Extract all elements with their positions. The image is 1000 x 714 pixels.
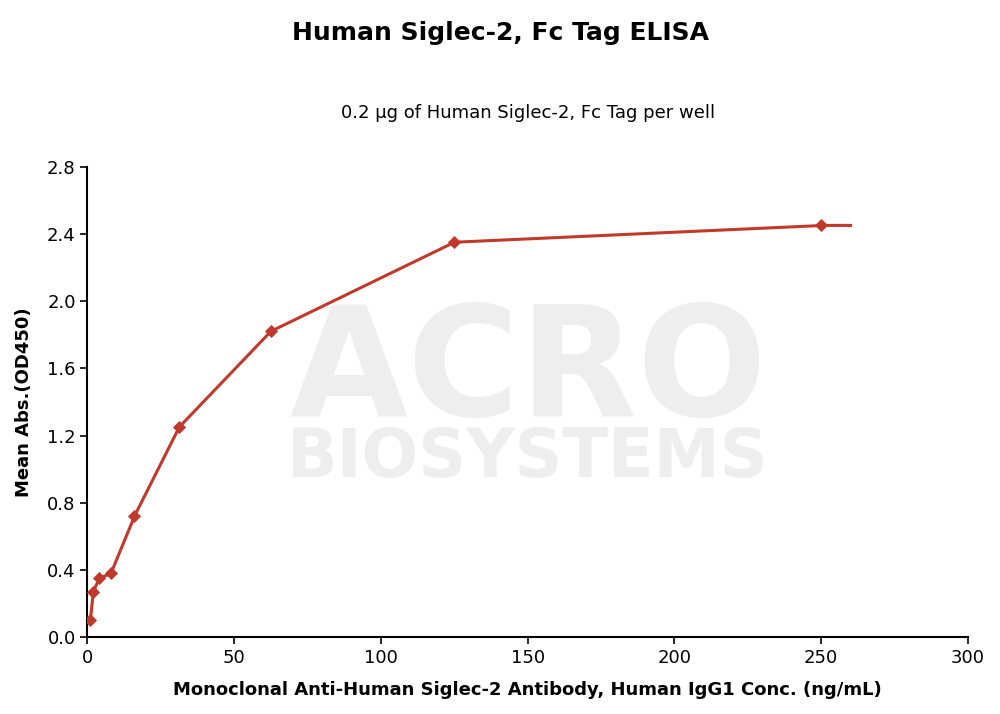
Title: 0.2 μg of Human Siglec-2, Fc Tag per well: 0.2 μg of Human Siglec-2, Fc Tag per wel… (341, 104, 715, 122)
Y-axis label: Mean Abs.(OD450): Mean Abs.(OD450) (15, 307, 33, 497)
Point (91, 573, 107, 584)
Text: ACRO: ACRO (289, 299, 767, 448)
Point (813, 220, 829, 231)
Text: Human Siglec-2, Fc Tag ELISA: Human Siglec-2, Fc Tag ELISA (292, 21, 708, 46)
Point (263, 326, 279, 337)
X-axis label: Monoclonal Anti-Human Siglec-2 Antibody, Human IgG1 Conc. (ng/mL): Monoclonal Anti-Human Siglec-2 Antibody,… (173, 681, 882, 699)
Point (103, 568, 119, 579)
Point (446, 236, 462, 248)
Point (82, 615, 98, 626)
Point (85, 586, 101, 598)
Point (126, 511, 142, 522)
Text: BIOSYSTEMS: BIOSYSTEMS (287, 426, 769, 491)
Point (171, 421, 187, 433)
